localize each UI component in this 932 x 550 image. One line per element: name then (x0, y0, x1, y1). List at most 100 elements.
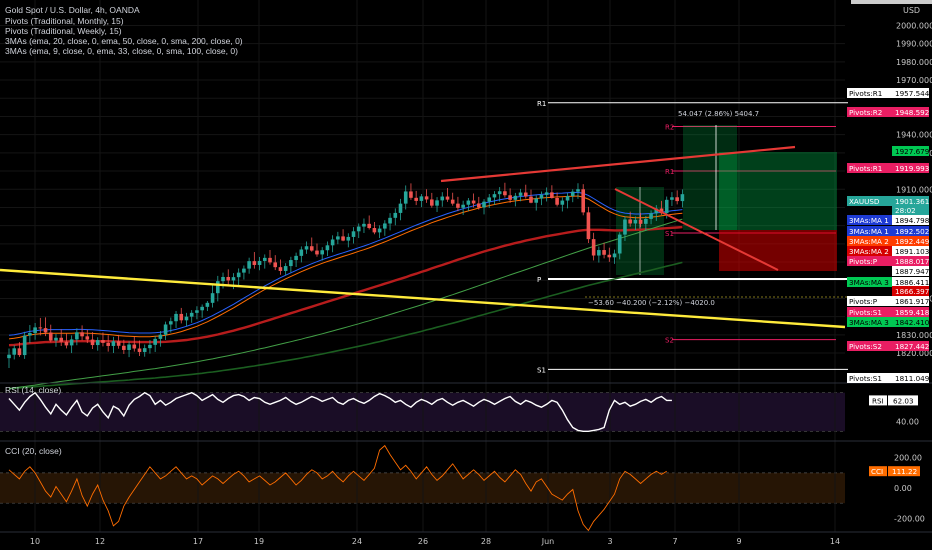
drawings-layer[interactable] (0, 145, 855, 329)
candle[interactable] (570, 189, 575, 203)
measure-up-box[interactable] (683, 125, 737, 230)
candle[interactable] (163, 321, 168, 340)
candle[interactable] (174, 311, 178, 328)
candle[interactable] (106, 335, 110, 352)
candle[interactable] (675, 190, 679, 205)
candle[interactable] (628, 211, 632, 227)
candle[interactable] (184, 312, 189, 327)
candle[interactable] (529, 189, 533, 204)
candle[interactable] (372, 222, 377, 235)
candle[interactable] (12, 345, 17, 360)
candle[interactable] (80, 325, 84, 341)
candle[interactable] (518, 188, 523, 202)
candle[interactable] (560, 197, 565, 212)
candle[interactable] (383, 220, 387, 236)
candle[interactable] (122, 339, 126, 354)
candle[interactable] (111, 336, 116, 354)
candle[interactable] (304, 241, 309, 254)
candle[interactable] (54, 333, 58, 347)
candle[interactable] (503, 182, 507, 198)
candle[interactable] (591, 232, 596, 261)
candle[interactable] (28, 325, 32, 344)
candle[interactable] (670, 192, 674, 207)
candle[interactable] (336, 231, 340, 245)
candle[interactable] (205, 301, 210, 312)
candle[interactable] (487, 193, 492, 209)
candle[interactable] (85, 329, 90, 344)
candle[interactable] (680, 189, 685, 208)
candle[interactable] (69, 335, 74, 354)
red-resistance-trendline[interactable] (440, 145, 796, 183)
candle[interactable] (398, 198, 403, 221)
candle[interactable] (315, 243, 319, 257)
candle[interactable] (242, 265, 246, 280)
candle[interactable] (612, 249, 617, 264)
candle[interactable] (278, 259, 283, 275)
candle[interactable] (262, 254, 267, 269)
candle[interactable] (158, 331, 163, 347)
candle[interactable] (461, 200, 465, 215)
candle[interactable] (539, 191, 544, 206)
candle[interactable] (43, 317, 48, 337)
candle[interactable] (466, 197, 471, 212)
candle[interactable] (508, 188, 512, 203)
chart-title[interactable]: Gold Spot / U.S. Dollar, 4h, OANDA (5, 5, 140, 15)
yellow-trendline[interactable] (0, 268, 846, 329)
candle[interactable] (294, 252, 298, 267)
candles-layer[interactable] (7, 182, 685, 368)
rsi-legend[interactable]: RSI (14, close) (5, 385, 61, 395)
candle[interactable] (362, 218, 366, 233)
candle[interactable] (523, 184, 528, 199)
candle[interactable] (320, 247, 324, 261)
candle[interactable] (48, 324, 53, 343)
candle[interactable] (482, 199, 486, 215)
candle[interactable] (189, 310, 194, 323)
indicator-legend-3mas-fast[interactable]: 3MAs (ema, 9, close, 0, ema, 33, close, … (5, 46, 238, 56)
candle[interactable] (414, 190, 418, 206)
candle[interactable] (101, 332, 105, 347)
candle[interactable] (226, 269, 231, 285)
candle[interactable] (424, 189, 429, 203)
candle[interactable] (148, 339, 152, 354)
candle[interactable] (137, 340, 142, 356)
candle[interactable] (169, 317, 173, 333)
candle[interactable] (471, 193, 476, 208)
candle[interactable] (142, 344, 147, 357)
candle[interactable] (633, 216, 638, 231)
candle[interactable] (127, 341, 131, 358)
candle[interactable] (377, 225, 382, 239)
candle[interactable] (450, 192, 455, 206)
candle[interactable] (403, 185, 408, 210)
candle[interactable] (430, 192, 434, 208)
candle[interactable] (586, 206, 591, 243)
candle[interactable] (195, 306, 199, 320)
candle[interactable] (236, 268, 241, 286)
candle[interactable] (492, 191, 497, 205)
candle[interactable] (513, 192, 518, 207)
candle[interactable] (299, 246, 304, 263)
candle[interactable] (273, 255, 278, 271)
candle[interactable] (216, 275, 220, 302)
candle[interactable] (289, 256, 293, 273)
candle[interactable] (534, 195, 539, 211)
candle[interactable] (555, 192, 559, 207)
indicator-legend-pivots-weekly[interactable]: Pivots (Traditional, Weekly, 15) (5, 26, 122, 36)
candle[interactable] (565, 192, 570, 209)
candle[interactable] (602, 242, 606, 259)
candle[interactable] (179, 307, 184, 324)
candle[interactable] (200, 304, 204, 318)
candle[interactable] (597, 246, 601, 263)
candle[interactable] (346, 233, 351, 248)
candle[interactable] (477, 196, 481, 210)
candle[interactable] (638, 212, 643, 227)
candle[interactable] (445, 187, 450, 202)
candle[interactable] (38, 317, 43, 336)
candle[interactable] (33, 323, 37, 340)
candle[interactable] (435, 197, 439, 213)
candle[interactable] (649, 210, 653, 225)
candle[interactable] (456, 196, 460, 212)
candle[interactable] (497, 187, 502, 202)
candle[interactable] (309, 237, 314, 252)
candle[interactable] (210, 285, 215, 308)
